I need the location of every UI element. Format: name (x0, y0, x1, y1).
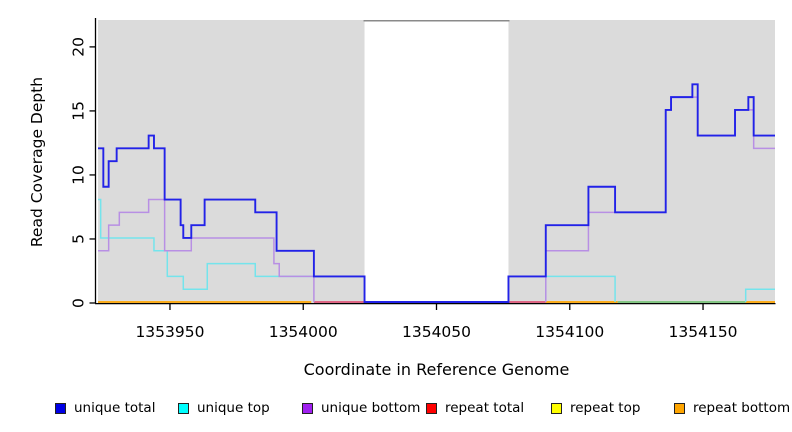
x-tick-label: 1354100 (535, 323, 604, 341)
legend-item-repeat-top: repeat top (551, 398, 640, 418)
y-tick-label: 15 (69, 101, 87, 121)
series-line-unique-total (98, 83, 775, 303)
legend-label: repeat bottom (693, 400, 791, 416)
series-line-unique-bottom (98, 198, 315, 302)
legend-swatch (426, 402, 437, 414)
legend-item-unique-top: unique top (178, 398, 270, 418)
legend-label: repeat top (570, 400, 641, 416)
x-tick-label: 1353950 (135, 323, 204, 341)
legend-label: repeat total (445, 400, 525, 416)
y-axis-title: Read Coverage Depth (28, 76, 46, 248)
legend-label: unique bottom (321, 400, 421, 416)
y-tick-label: 5 (69, 234, 87, 244)
legend-item-repeat-bottom: repeat bottom (674, 398, 790, 418)
legend-item-unique-bottom: unique bottom (302, 398, 420, 418)
x-tick-label: 1354050 (402, 323, 471, 341)
legend-swatch (302, 402, 313, 414)
legend-item-repeat-total: repeat total (426, 398, 524, 418)
y-tick-label: 20 (69, 37, 87, 57)
y-tick-label: 0 (69, 298, 87, 308)
legend-swatch (674, 402, 685, 414)
x-tick-label: 1354150 (669, 323, 738, 341)
legend-label: unique top (197, 400, 270, 416)
legend-label: unique total (74, 400, 156, 416)
legend-item-unique-total: unique total (55, 398, 155, 418)
x-tick-label: 1354000 (269, 323, 338, 341)
masked-region (364, 20, 509, 303)
series-line-unique-top (744, 288, 775, 302)
series-line-unique-top (98, 198, 365, 290)
x-axis-title: Coordinate in Reference Genome (303, 360, 570, 379)
legend-swatch (55, 402, 66, 414)
legend: unique total unique top unique bottom repea… (0, 398, 792, 422)
legend-swatch (178, 402, 189, 414)
legend-swatch (551, 402, 562, 414)
y-tick-label: 10 (69, 165, 87, 185)
